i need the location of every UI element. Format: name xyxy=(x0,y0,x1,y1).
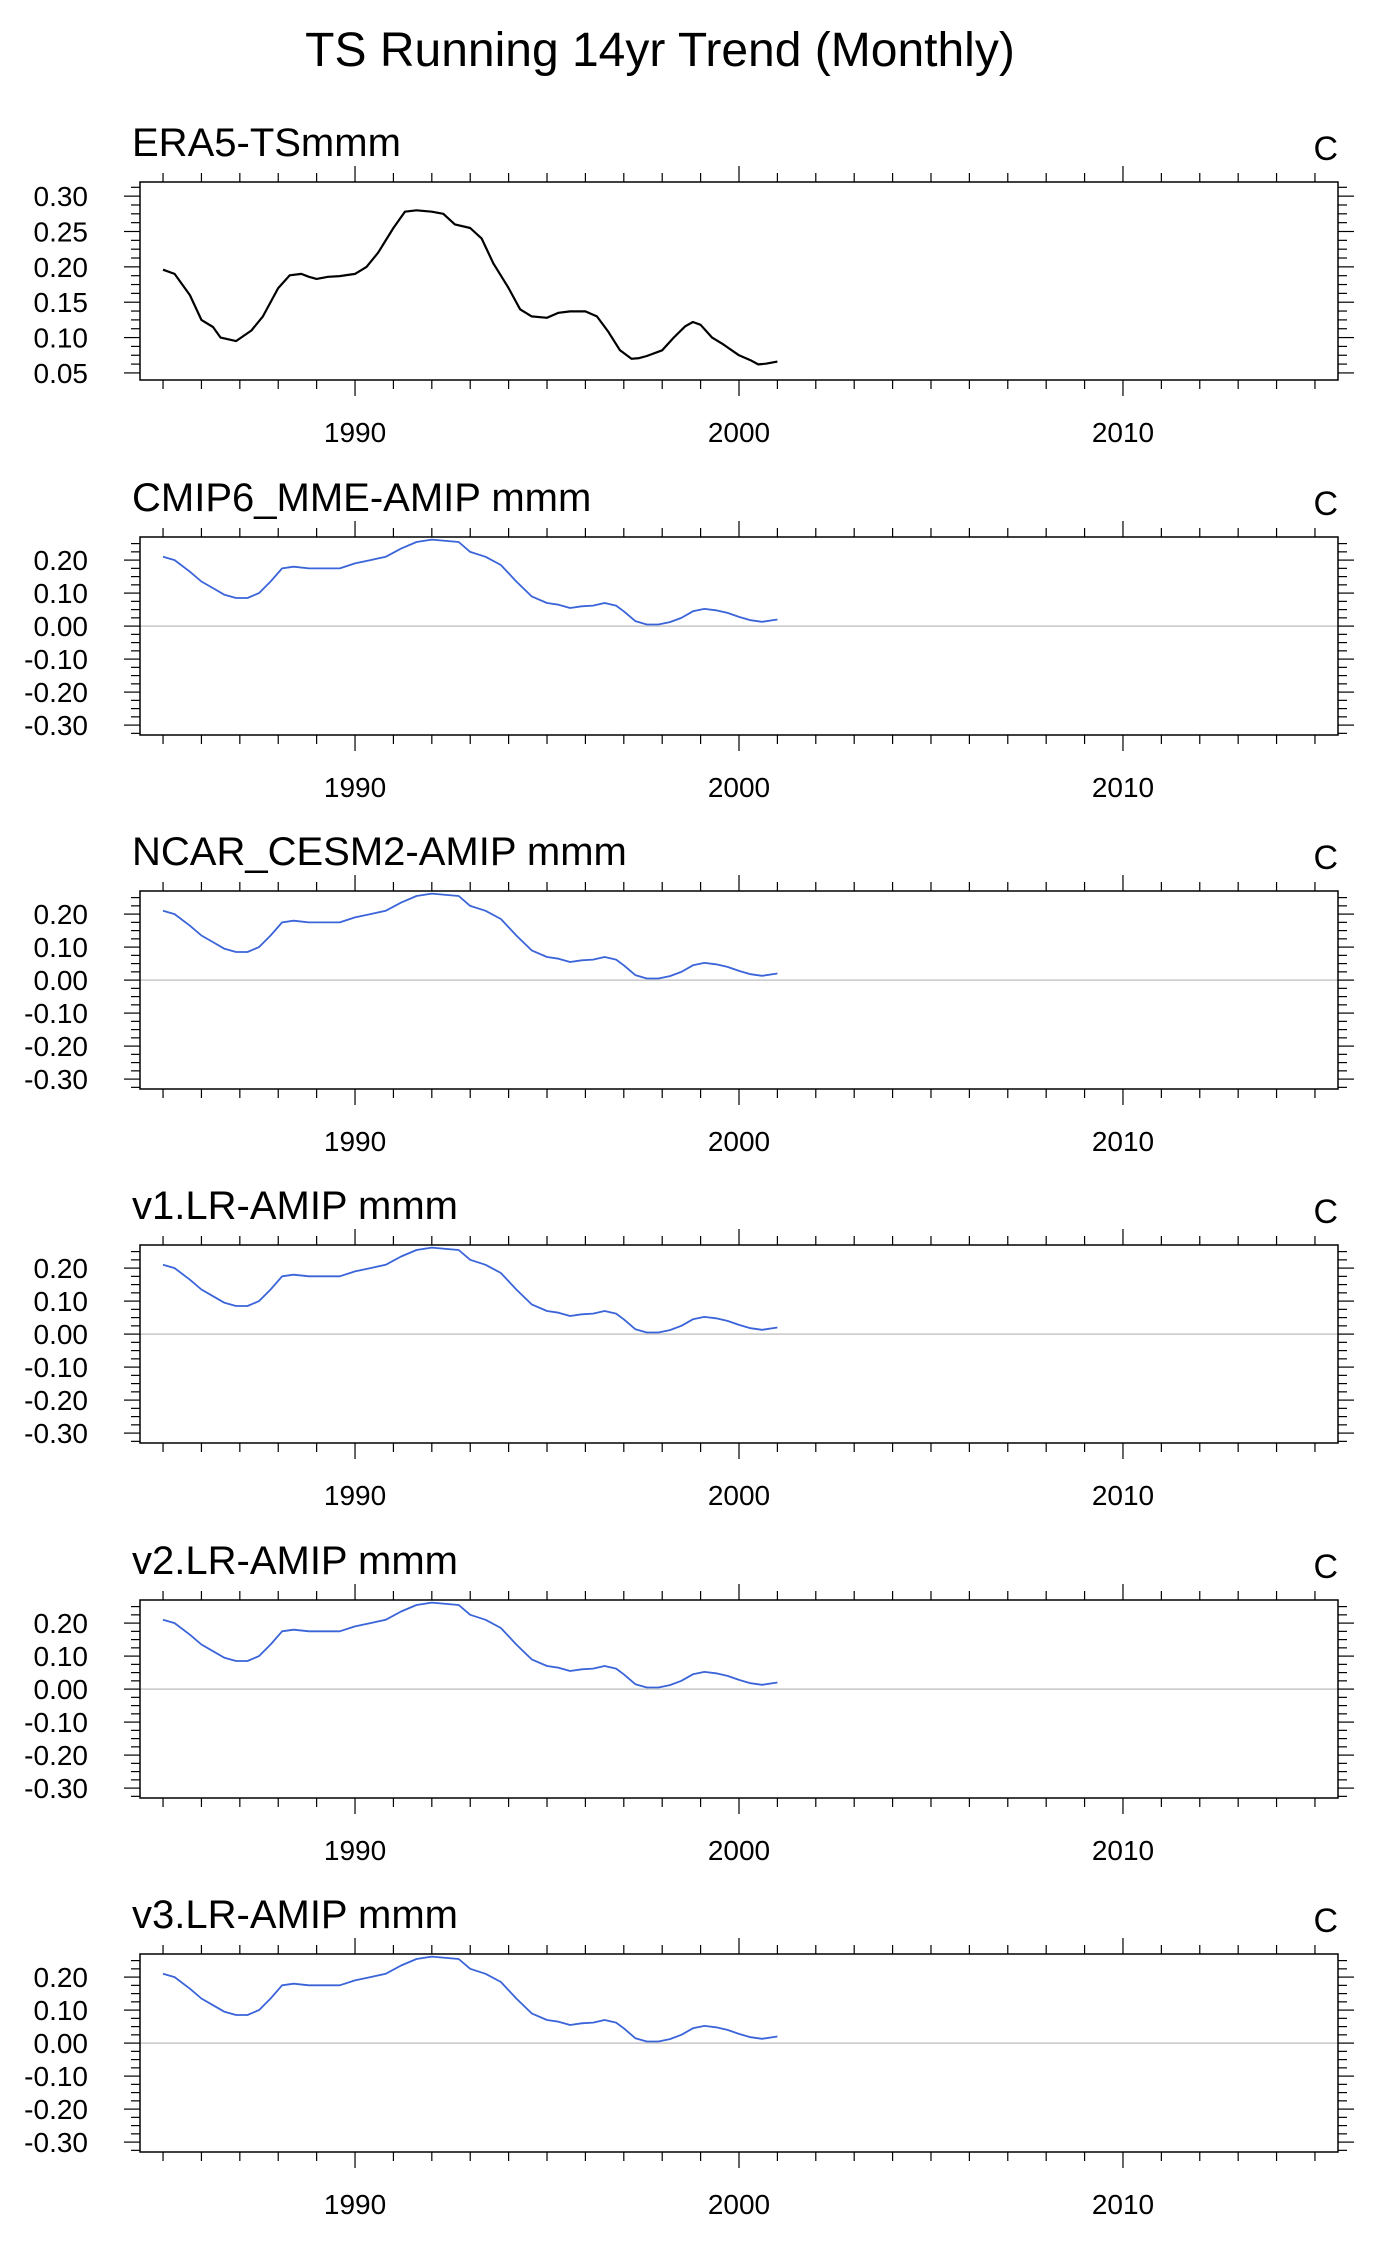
x-tick-label: 2010 xyxy=(1092,1835,1154,1866)
y-tick-label: -0.10 xyxy=(24,1707,88,1738)
y-tick-label: -0.30 xyxy=(24,710,88,741)
y-tick-label: -0.20 xyxy=(24,677,88,708)
y-tick-label: 0.10 xyxy=(34,932,89,963)
x-tick-label: 2000 xyxy=(708,2189,770,2220)
plot-frame xyxy=(139,1953,1339,2153)
y-tick-label: 0.25 xyxy=(34,217,89,248)
y-tick-label: -0.20 xyxy=(24,1385,88,1416)
plot-frame xyxy=(139,1244,1339,1444)
panel-title: CMIP6_MME-AMIP mmm xyxy=(132,476,591,520)
units-label: C xyxy=(1313,1902,1338,1940)
x-tick-label: 2000 xyxy=(708,1835,770,1866)
y-tick-label: 0.20 xyxy=(34,1608,89,1639)
x-tick-label: 2000 xyxy=(708,417,770,448)
y-tick-label: -0.10 xyxy=(24,998,88,1029)
series-line xyxy=(162,892,778,980)
x-tick-label: 2010 xyxy=(1092,417,1154,448)
y-tick-label: 0.10 xyxy=(34,323,89,354)
plot-frame xyxy=(139,890,1339,1090)
x-tick-label: 2000 xyxy=(708,1126,770,1157)
y-tick-label: 0.00 xyxy=(34,611,89,642)
panel-3: NCAR_CESM2-AMIP mmm C 1990 2000 2010 0.200.10… xyxy=(24,830,1354,1157)
y-tick-label: 0.20 xyxy=(34,545,89,576)
y-tick-label: -0.30 xyxy=(24,1773,88,1804)
y-tick-label: -0.10 xyxy=(24,644,88,675)
units-label: C xyxy=(1313,839,1338,877)
y-tick-label: -0.20 xyxy=(24,1740,88,1771)
x-tick-label: 1990 xyxy=(324,1480,386,1511)
panel-title: NCAR_CESM2-AMIP mmm xyxy=(132,830,627,874)
figure-title: TS Running 14yr Trend (Monthly) xyxy=(305,24,1015,77)
x-tick-label: 2000 xyxy=(708,772,770,803)
y-tick-label: 0.00 xyxy=(34,965,89,996)
y-tick-label: -0.10 xyxy=(24,2061,88,2092)
units-label: C xyxy=(1313,1193,1338,1231)
series-line xyxy=(162,538,778,626)
y-tick-label: 0.20 xyxy=(34,1253,89,1284)
panel-title: v3.LR-AMIP mmm xyxy=(132,1893,458,1937)
units-label: C xyxy=(1313,130,1338,168)
panel-title: ERA5-TSmmm xyxy=(132,121,401,165)
y-tick-label: -0.30 xyxy=(24,2127,88,2158)
y-tick-label: 0.00 xyxy=(34,2028,89,2059)
y-tick-label: 0.20 xyxy=(34,1962,89,1993)
y-tick-label: -0.20 xyxy=(24,2094,88,2125)
y-tick-label: 0.00 xyxy=(34,1674,89,1705)
y-tick-label: -0.30 xyxy=(24,1064,88,1095)
x-tick-label: 1990 xyxy=(324,1835,386,1866)
x-tick-label: 2010 xyxy=(1092,772,1154,803)
series-line xyxy=(162,1246,778,1334)
plot-frame xyxy=(139,1599,1339,1799)
units-label: C xyxy=(1313,1548,1338,1586)
y-tick-label: 0.20 xyxy=(34,899,89,930)
x-tick-label: 2010 xyxy=(1092,1480,1154,1511)
x-tick-label: 1990 xyxy=(324,417,386,448)
x-tick-label: 1990 xyxy=(324,772,386,803)
y-tick-label: -0.10 xyxy=(24,1352,88,1383)
x-tick-label: 2010 xyxy=(1092,1126,1154,1157)
panel-title: v2.LR-AMIP mmm xyxy=(132,1539,458,1583)
plot-frame xyxy=(139,181,1339,381)
y-tick-label: 0.20 xyxy=(34,252,89,283)
x-tick-label: 1990 xyxy=(324,2189,386,2220)
panel-1: ERA5-TSmmm C 1990 2000 2010 0.05 0.10 0.15 0.20 0… xyxy=(34,121,1354,448)
series-line xyxy=(162,1955,778,2043)
y-tick-label: 0.10 xyxy=(34,1995,89,2026)
y-tick-label: 0.00 xyxy=(34,1319,89,1350)
plot-frame xyxy=(139,536,1339,736)
units-label: C xyxy=(1313,485,1338,523)
y-tick-label: -0.20 xyxy=(24,1031,88,1062)
series-line xyxy=(162,1601,778,1689)
y-tick-label: 0.05 xyxy=(34,358,89,389)
panel-title: v1.LR-AMIP mmm xyxy=(132,1184,458,1228)
x-tick-label: 1990 xyxy=(324,1126,386,1157)
x-tick-label: 2010 xyxy=(1092,2189,1154,2220)
y-tick-label: 0.30 xyxy=(34,181,89,212)
y-tick-label: -0.30 xyxy=(24,1418,88,1449)
y-tick-label: 0.10 xyxy=(34,578,89,609)
panel-2: CMIP6_MME-AMIP mmm C 1990 2000 2010 0.200.100… xyxy=(24,476,1354,803)
series-line xyxy=(162,209,778,366)
y-tick-label: 0.15 xyxy=(34,287,89,318)
y-tick-label: 0.10 xyxy=(34,1286,89,1317)
x-tick-label: 2000 xyxy=(708,1480,770,1511)
y-tick-label: 0.10 xyxy=(34,1641,89,1672)
